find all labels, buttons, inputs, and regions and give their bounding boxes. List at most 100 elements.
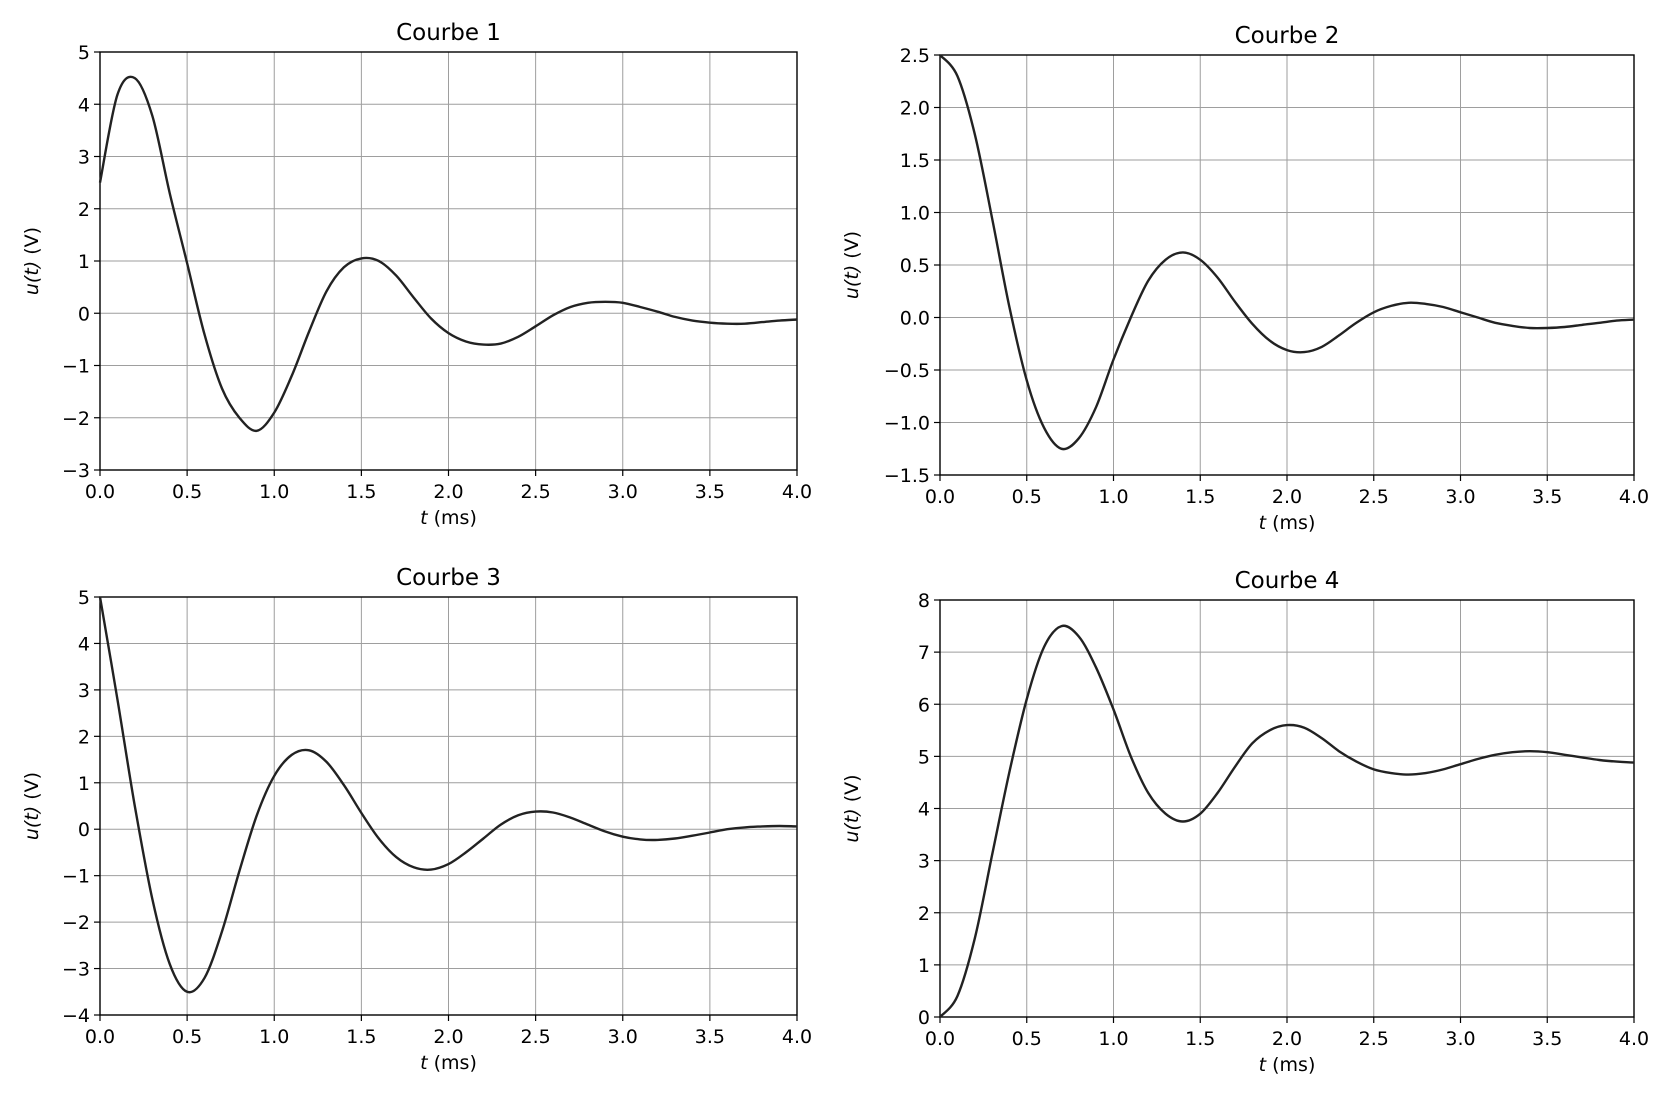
chart-1-title: Courbe 1 — [396, 20, 501, 46]
chart-3-xtick-label-4: 2.0 — [433, 1026, 463, 1048]
chart-1-ylabel-unit: (V) — [21, 227, 43, 261]
chart-3-xtick-label-5: 2.5 — [521, 1026, 551, 1048]
chart-3-xtick-label-8: 4.0 — [782, 1026, 812, 1048]
chart-4-ytick-label-5: 5 — [918, 746, 930, 768]
chart-3-ytick-label-6: 2 — [78, 726, 90, 748]
chart-3-xlabel-var: t — [420, 1052, 429, 1074]
chart-2-ytick-label-4: 0.5 — [900, 255, 930, 277]
chart-4-series-line — [939, 624, 1635, 1018]
chart-1-xlabel-var: t — [420, 507, 429, 529]
chart-1-ytick-label-6: 3 — [78, 147, 90, 169]
chart-3-frame — [99, 596, 798, 1016]
chart-2-xtick-label-4: 2.0 — [1272, 486, 1302, 508]
chart-2-ytick-label-2: −0.5 — [884, 360, 930, 382]
chart-4-frame — [939, 599, 1635, 1018]
chart-4-ytick-label-6: 6 — [918, 694, 930, 716]
chart-3-xtick-label-1: 0.5 — [172, 1026, 202, 1048]
chart-3-xtick-label-6: 3.0 — [608, 1026, 638, 1048]
chart-3-ytick-label-9: 5 — [78, 587, 90, 609]
chart-4-ylabel-unit: (V) — [841, 774, 863, 808]
chart-1-frame — [99, 51, 798, 471]
chart-3-ytick-label-4: 0 — [78, 819, 90, 841]
chart-4-xtick-label-2: 1.0 — [1098, 1028, 1128, 1050]
chart-1-xtick-label-0: 0.0 — [85, 481, 115, 503]
chart-4-xtick-label-0: 0.0 — [925, 1028, 955, 1050]
chart-3-ytick-label-2: −2 — [62, 912, 90, 934]
chart-2-xlabel-unit: (ms) — [1266, 512, 1315, 534]
chart-2-ytick-label-8: 2.5 — [900, 45, 930, 67]
chart-2-title: Courbe 2 — [1235, 23, 1340, 49]
chart-2-xlabel: t (ms) — [1259, 512, 1316, 534]
chart-4-xtick-label-6: 3.0 — [1445, 1028, 1475, 1050]
chart-2-xlabel-var: t — [1259, 512, 1268, 534]
chart-4-ylabel-var: u(t) — [841, 808, 863, 842]
chart-3-ytick-label-5: 1 — [78, 773, 90, 795]
chart-3-xtick-label-7: 3.5 — [695, 1026, 725, 1048]
chart-2-xtick-label-5: 2.5 — [1359, 486, 1389, 508]
chart-4-xtick-label-7: 3.5 — [1532, 1028, 1562, 1050]
chart-3-ylabel-unit: (V) — [21, 772, 43, 806]
chart-3-ylabel-var: u(t) — [21, 806, 43, 840]
chart-4-xtick-label-3: 1.5 — [1185, 1028, 1215, 1050]
chart-4-xtick-label-4: 2.0 — [1272, 1028, 1302, 1050]
chart-2-xtick-label-7: 3.5 — [1532, 486, 1562, 508]
chart-4-ytick-label-3: 3 — [918, 851, 930, 873]
chart-4-xlabel: t (ms) — [1259, 1054, 1316, 1076]
chart-4-ytick-label-7: 7 — [918, 642, 930, 664]
chart-2-frame — [939, 54, 1635, 476]
chart-3-xtick-label-2: 1.0 — [259, 1026, 289, 1048]
chart-4-xlabel-var: t — [1259, 1054, 1268, 1076]
chart-1-ytick-label-2: −1 — [62, 356, 90, 378]
chart-1: 0.0 0.5 1.0 1.5 2.0 2.5 3.0 3.5 4.0 −3 −2 −1 0 1 2 3 4 5 C… — [21, 20, 812, 529]
chart-2-xtick-label-1: 0.5 — [1012, 486, 1042, 508]
chart-2-xtick-label-3: 1.5 — [1185, 486, 1215, 508]
chart-3-xtick-label-0: 0.0 — [85, 1026, 115, 1048]
chart-4: 0.0 0.5 1.0 1.5 2.0 2.5 3.0 3.5 4.0 0 1 2 3 4 5 6 7 8 Cour… — [841, 568, 1649, 1076]
chart-3-xlabel: t (ms) — [420, 1052, 477, 1074]
chart-4-xtick-label-8: 4.0 — [1619, 1028, 1649, 1050]
chart-1-xtick-label-4: 2.0 — [433, 481, 463, 503]
chart-4-ytick-label-0: 0 — [918, 1007, 930, 1029]
chart-2-series-line — [939, 54, 1635, 451]
chart-4-ytick-label-2: 2 — [918, 903, 930, 925]
chart-2: 0.0 0.5 1.0 1.5 2.0 2.5 3.0 3.5 4.0 −1.5 −1.0 −0.5 0… — [841, 23, 1649, 534]
chart-2-xtick-label-2: 1.0 — [1098, 486, 1128, 508]
chart-1-xtick-label-3: 1.5 — [346, 481, 376, 503]
chart-3-xtick-label-3: 1.5 — [346, 1026, 376, 1048]
chart-3-ytick-label-1: −3 — [62, 959, 90, 981]
chart-4-title: Courbe 4 — [1235, 568, 1340, 594]
chart-1-xtick-label-1: 0.5 — [172, 481, 202, 503]
chart-1-ytick-label-3: 0 — [78, 303, 90, 325]
chart-2-ylabel-var: u(t) — [841, 265, 863, 299]
chart-1-ytick-label-5: 2 — [78, 199, 90, 221]
chart-3-ylabel: u(t) (V) — [21, 772, 43, 840]
chart-2-ytick-label-1: −1.0 — [884, 413, 930, 435]
chart-1-xtick-label-5: 2.5 — [521, 481, 551, 503]
chart-1-ytick-label-0: −3 — [62, 460, 90, 482]
chart-2-ylabel-unit: (V) — [841, 231, 863, 265]
chart-1-series-line — [98, 75, 798, 433]
chart-2-ylabel: u(t) (V) — [841, 231, 863, 299]
chart-4-xlabel-unit: (ms) — [1266, 1054, 1315, 1076]
chart-4-ytick-label-4: 4 — [918, 799, 930, 821]
chart-3-title: Courbe 3 — [396, 565, 501, 591]
chart-2-ytick-label-6: 1.5 — [900, 150, 930, 172]
chart-3-ytick-label-8: 4 — [78, 633, 90, 655]
chart-3-ytick-label-7: 3 — [78, 680, 90, 702]
chart-1-ylabel-var: u(t) — [21, 261, 43, 295]
chart-2-ytick-label-0: −1.5 — [884, 465, 930, 487]
chart-3-series-line — [98, 596, 798, 994]
chart-1-xtick-label-7: 3.5 — [695, 481, 725, 503]
chart-1-xtick-label-6: 3.0 — [608, 481, 638, 503]
chart-3: 0.0 0.5 1.0 1.5 2.0 2.5 3.0 3.5 4.0 −4 −3 −2 −1 0 1 2 3 4… — [21, 565, 812, 1074]
chart-2-ytick-label-5: 1.0 — [900, 203, 930, 225]
chart-1-xtick-label-2: 1.0 — [259, 481, 289, 503]
chart-1-xlabel-unit: (ms) — [428, 507, 477, 529]
chart-1-ytick-label-7: 4 — [78, 94, 90, 116]
chart-1-ylabel: u(t) (V) — [21, 227, 43, 295]
chart-1-xtick-label-8: 4.0 — [782, 481, 812, 503]
chart-4-xtick-label-1: 0.5 — [1012, 1028, 1042, 1050]
chart-2-ytick-label-3: 0.0 — [900, 308, 930, 330]
chart-4-ytick-label-8: 8 — [918, 590, 930, 612]
